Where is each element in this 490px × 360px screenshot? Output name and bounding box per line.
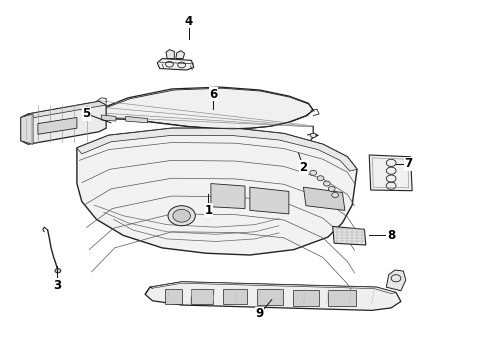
Text: 7: 7 [404, 157, 412, 170]
Polygon shape [77, 128, 357, 255]
Polygon shape [386, 270, 406, 291]
Text: 4: 4 [185, 14, 193, 27]
Polygon shape [157, 59, 194, 70]
Polygon shape [257, 289, 283, 305]
Circle shape [323, 181, 330, 186]
Text: 5: 5 [82, 107, 91, 120]
Polygon shape [125, 116, 147, 123]
Polygon shape [176, 51, 185, 59]
Circle shape [168, 206, 196, 226]
Polygon shape [21, 114, 33, 144]
Polygon shape [211, 184, 245, 208]
Polygon shape [328, 290, 356, 306]
Polygon shape [192, 289, 213, 303]
Circle shape [332, 193, 339, 198]
Polygon shape [90, 111, 104, 123]
Polygon shape [101, 115, 116, 121]
Text: 9: 9 [255, 307, 264, 320]
Polygon shape [77, 128, 357, 171]
Polygon shape [21, 102, 106, 144]
Polygon shape [165, 289, 182, 303]
Polygon shape [28, 102, 106, 117]
Text: 6: 6 [209, 88, 218, 101]
Polygon shape [150, 282, 396, 294]
Text: 8: 8 [387, 229, 395, 242]
Circle shape [328, 186, 335, 192]
Polygon shape [369, 155, 412, 191]
Text: 3: 3 [53, 279, 61, 292]
Circle shape [310, 133, 316, 138]
Text: 1: 1 [204, 204, 213, 217]
Circle shape [173, 209, 191, 222]
Polygon shape [145, 282, 401, 310]
Polygon shape [293, 290, 319, 306]
Polygon shape [97, 87, 313, 129]
Polygon shape [223, 289, 247, 304]
Circle shape [55, 269, 61, 273]
Text: 2: 2 [299, 161, 308, 174]
Polygon shape [38, 117, 77, 134]
Polygon shape [166, 50, 174, 59]
Circle shape [317, 176, 324, 181]
Polygon shape [250, 187, 289, 214]
Circle shape [310, 170, 317, 175]
Polygon shape [333, 226, 366, 245]
Polygon shape [303, 187, 345, 210]
